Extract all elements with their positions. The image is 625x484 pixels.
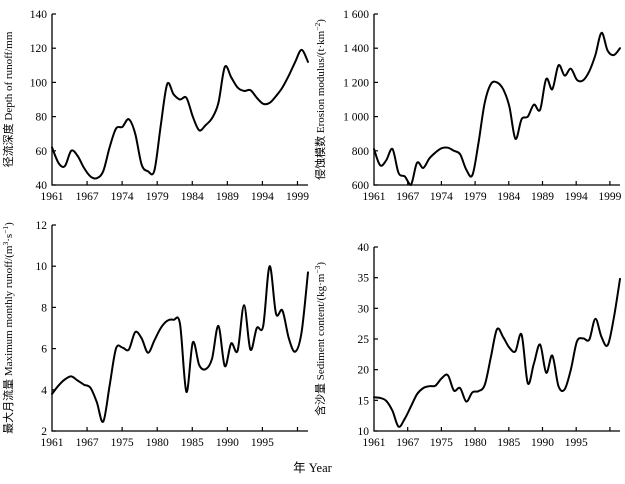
x-tick-label: 1994	[251, 191, 274, 203]
y-tick-label: 25	[358, 334, 370, 346]
y-tick-label: 35	[358, 273, 370, 285]
x-tick-label: 1994	[565, 191, 588, 203]
x-tick-label: 1975	[111, 437, 134, 449]
max-monthly-runoff-plot: 2 4 6 8 10 12 1961 1967 1975 1980 1985 1990 1995 最大月流…	[1, 220, 309, 449]
y-axis-title: 侵蚀模数 Erosion modulus/(t·km−2)	[313, 19, 327, 180]
y-tick-label: 2	[41, 426, 47, 438]
x-tick-label: 1974	[430, 191, 453, 203]
y-axis-title: 最大月流量 Maximum monthly runoff/(m3·s−1)	[1, 222, 15, 434]
x-tick-label: 1975	[430, 437, 453, 449]
y-tick-label: 40	[358, 242, 370, 254]
y-tick-label: 6	[41, 344, 47, 356]
x-tick-label: 1999	[286, 191, 309, 203]
x-tick-label: 1967	[396, 437, 419, 449]
x-tick-label: 1980	[146, 437, 169, 449]
chart-depth-of-runoff: 40 60 80 100 120 140 1961 1967 1974 1979 1984 1989 1…	[0, 0, 312, 215]
y-tick-label: 800	[352, 146, 370, 158]
depth-of-runoff-plot: 40 60 80 100 120 140 1961 1967 1974 1979 1984 1989 1…	[1, 9, 309, 203]
series-line	[51, 48, 309, 180]
y-tick-label: 40	[36, 180, 48, 192]
chart-erosion-modulus: 600 800 1 000 1 200 1 400 1 600 1961 1967 1974 19…	[312, 0, 625, 215]
y-tick-label: 12	[36, 220, 48, 232]
y-tick-label: 1 000	[343, 112, 369, 124]
x-tick-label: 1990	[531, 437, 554, 449]
y-tick-label: 10	[36, 261, 48, 273]
y-tick-label: 120	[30, 43, 48, 55]
y-tick-label: 140	[30, 9, 48, 21]
series-line	[373, 31, 621, 186]
chart-max-monthly-runoff: 2 4 6 8 10 12 1961 1967 1975 1980 1985 1990 1995 最大月流…	[0, 215, 312, 460]
y-tick-label: 600	[352, 180, 370, 192]
sediment-content-plot: 10 15 20 25 30 35 40 1961 1967 1975 1980 1985 1990 19…	[313, 242, 621, 449]
x-axis-title: 年 Year	[293, 461, 332, 475]
x-tick-label: 1985	[497, 437, 520, 449]
y-tick-label: 1 400	[343, 43, 369, 55]
x-tick-label: 1979	[146, 191, 169, 203]
x-tick-label: 1961	[41, 437, 64, 449]
y-tick-label: 10	[358, 426, 370, 438]
y-tick-label: 20	[358, 365, 370, 377]
x-tick-label: 1980	[464, 437, 487, 449]
series-line	[51, 265, 309, 423]
x-tick-label: 1999	[598, 191, 621, 203]
y-axis-title: 含沙量 Sediment content/(kg·m−3)	[313, 262, 327, 416]
x-tick-label: 1990	[216, 437, 239, 449]
chart-sediment-content: 10 15 20 25 30 35 40 1961 1967 1975 1980 1985 1990 19…	[312, 215, 625, 460]
x-tick-label: 1967	[396, 191, 419, 203]
y-axis-title: 径流深度 Depth of runoff/mm	[1, 31, 15, 167]
x-tick-label: 1995	[251, 437, 274, 449]
x-tick-label: 1961	[363, 191, 386, 203]
x-tick-label: 1989	[531, 191, 554, 203]
y-tick-label: 8	[41, 302, 47, 314]
series-line	[373, 277, 621, 428]
x-tick-label: 1967	[76, 191, 99, 203]
y-tick-label: 1 200	[343, 77, 369, 89]
x-tick-label: 1985	[181, 437, 204, 449]
y-tick-label: 1 600	[343, 9, 369, 21]
y-tick-label: 60	[36, 146, 48, 158]
erosion-modulus-plot: 600 800 1 000 1 200 1 400 1 600 1961 1967 1974 19…	[313, 9, 622, 203]
y-tick-label: 100	[30, 77, 48, 89]
x-tick-label: 1967	[76, 437, 99, 449]
x-tick-label: 1974	[111, 191, 134, 203]
y-tick-label: 30	[358, 303, 370, 315]
axes	[373, 14, 620, 186]
x-tick-label: 1995	[565, 437, 588, 449]
y-tick-label: 80	[36, 112, 48, 124]
y-tick-label: 15	[358, 395, 370, 407]
x-tick-label: 1984	[181, 191, 204, 203]
x-tick-label: 1961	[41, 191, 64, 203]
x-tick-label: 1989	[216, 191, 239, 203]
x-tick-label: 1984	[497, 191, 520, 203]
x-tick-label: 1979	[464, 191, 487, 203]
x-tick-label: 1961	[363, 437, 386, 449]
y-tick-label: 4	[41, 385, 47, 397]
